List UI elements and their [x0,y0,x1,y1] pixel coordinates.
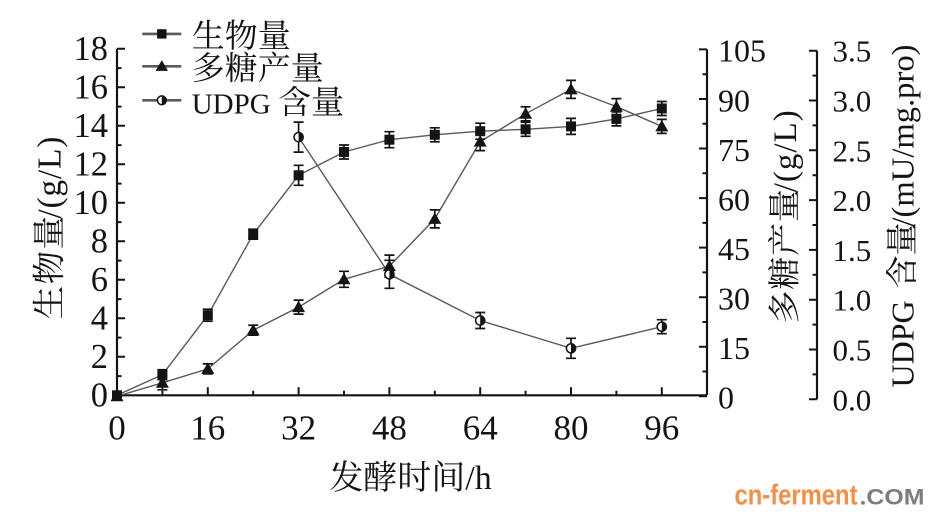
svg-text:105: 105 [718,33,766,69]
svg-text:.COM: .COM [860,485,925,510]
svg-text:15: 15 [718,330,750,366]
svg-text:8: 8 [91,222,108,260]
svg-text:45: 45 [718,231,750,267]
svg-text:64: 64 [463,409,498,448]
svg-text:48: 48 [372,409,407,448]
svg-text:cn-ferment: cn-ferment [735,480,858,512]
svg-text:16: 16 [74,68,109,106]
svg-text:UDPG: UDPG [885,292,921,387]
svg-text:90: 90 [718,82,750,118]
svg-text:/(g/L): /(g/L) [768,110,804,192]
svg-text:96: 96 [644,409,679,448]
svg-text:32: 32 [281,409,316,448]
svg-text:14: 14 [74,107,109,145]
svg-text:/h: /h [465,460,491,497]
svg-text:4: 4 [91,299,108,337]
svg-text:2.0: 2.0 [833,183,872,218]
svg-text:2.5: 2.5 [833,133,872,168]
svg-text:1.0: 1.0 [833,283,872,318]
svg-text:2: 2 [91,338,108,376]
svg-text:10: 10 [74,184,109,222]
svg-text:30: 30 [718,281,750,317]
svg-text:UDPG: UDPG [192,89,271,121]
svg-text:0.0: 0.0 [833,382,872,417]
svg-text:16: 16 [190,409,225,448]
svg-text:3.0: 3.0 [833,84,872,119]
svg-text:1.5: 1.5 [833,233,872,268]
svg-text:12: 12 [74,145,109,183]
svg-text:80: 80 [554,409,589,448]
svg-text:75: 75 [718,132,750,168]
svg-text:0: 0 [108,409,126,448]
svg-text:0: 0 [91,376,108,414]
svg-text:/(mU/mg.pro): /(mU/mg.pro) [885,44,921,226]
svg-text:60: 60 [718,181,750,217]
svg-text:18: 18 [74,30,109,68]
svg-text:/(g/L): /(g/L) [32,137,69,219]
svg-text:0.5: 0.5 [833,333,872,368]
svg-text:6: 6 [91,261,108,299]
svg-text:0: 0 [718,380,734,416]
svg-text:3.5: 3.5 [833,34,872,69]
